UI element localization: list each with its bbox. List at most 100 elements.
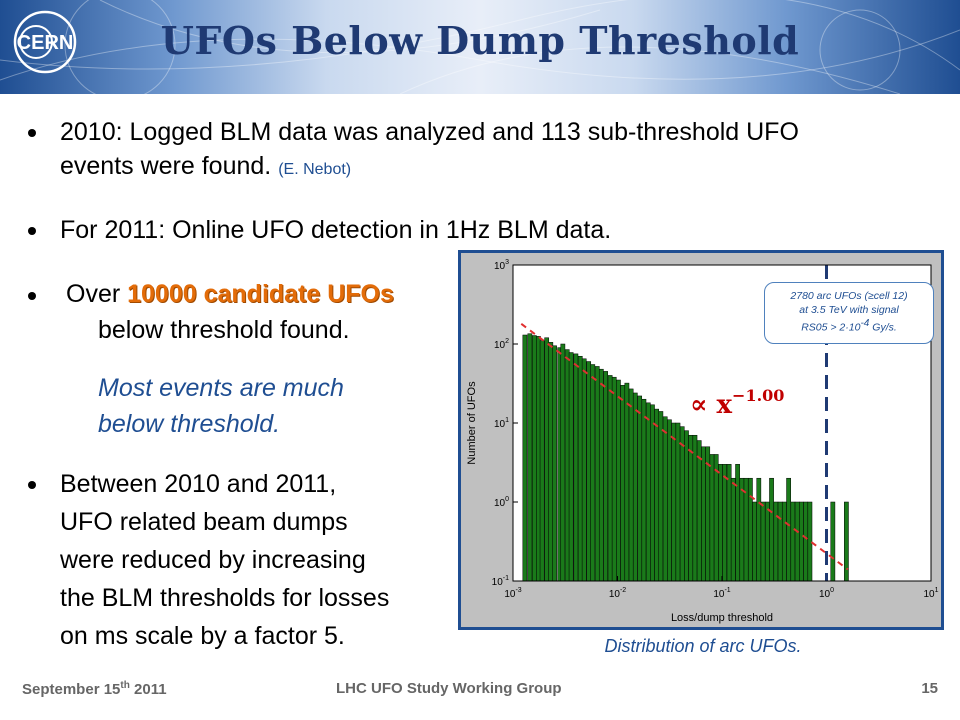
histogram-bar (722, 464, 727, 582)
histogram-bar (671, 422, 677, 582)
histogram-bar (752, 501, 757, 582)
histogram-bar (765, 501, 770, 582)
x-axis-label: Loss/dump threshold (671, 612, 773, 624)
histogram-bar (748, 477, 753, 582)
histogram-bar (777, 501, 783, 582)
chart-annotation-box: 2780 arc UFOs (≥cell 12) at 3.5 TeV with… (764, 282, 934, 344)
histogram-bar (531, 335, 537, 582)
footer-date-suffix: 2011 (129, 681, 167, 698)
histogram-bar (807, 501, 813, 582)
bullet-1-line-2: events were found. (E. Nebot) (60, 150, 351, 186)
annotation-line-3-prefix: RS05 > 2·10 (801, 321, 861, 334)
cern-logo-text: CERN (17, 32, 74, 54)
cern-logo: CERN (13, 10, 77, 74)
histogram-bar (675, 422, 681, 582)
y-axis-label: Number of UFOs (466, 381, 478, 465)
bullet-1-line-1: 2010: Logged BLM data was analyzed and 1… (60, 118, 799, 146)
histogram-bar (654, 408, 660, 582)
histogram-bar (743, 477, 749, 582)
footer-page-number: 15 (921, 680, 938, 697)
bullet-4-line-2: UFO related beam dumps (60, 508, 348, 536)
annotation-line-3-exp: -4 (860, 318, 870, 329)
bullet-dot (28, 481, 36, 489)
histogram-bar (611, 376, 617, 582)
y-tick-label: 103 (494, 259, 509, 272)
power-law-label: ∝ x−1.00 (690, 386, 784, 420)
histogram-bar (709, 454, 715, 582)
annotation-line-2: at 3.5 TeV with signal (799, 304, 899, 316)
bullet-dot (28, 227, 36, 235)
histogram-bar (641, 398, 647, 582)
page-title: UFOs Below Dump Threshold (160, 18, 800, 63)
histogram-bar (598, 368, 604, 582)
header-background-art (0, 0, 960, 94)
plot-border (512, 264, 932, 582)
bullet-3-line-2: below threshold found. (98, 316, 350, 344)
footer-date-prefix: September 15 (22, 681, 121, 698)
bullet-3-line-1: Over 10000 candidate UFOs (66, 278, 394, 310)
histogram-bar (782, 501, 787, 582)
histogram-bar (632, 392, 638, 582)
histogram-bar (756, 477, 762, 582)
x-tick-label: 10-3 (504, 587, 521, 600)
histogram-bar (735, 464, 740, 582)
histogram-bar (790, 501, 796, 582)
histogram-bar (544, 337, 550, 582)
bullet-dot (28, 129, 36, 137)
histogram-bar (624, 382, 630, 582)
footer-date: September 15th 2011 (22, 680, 167, 698)
chart-caption: Distribution of arc UFOs. (604, 636, 802, 656)
y-tick-label: 101 (494, 417, 509, 430)
histogram-bar (739, 477, 745, 582)
power-law-exponent: −1.00 (732, 386, 785, 405)
histogram-bar (679, 426, 685, 582)
histogram-bar (564, 349, 570, 582)
histogram-bar (620, 385, 625, 582)
histogram-bar (650, 404, 655, 582)
footer-date-sup: th (120, 680, 130, 691)
bullet-4-line-3: were reduced by increasing (60, 546, 366, 574)
x-tick-label: 10-2 (609, 587, 626, 600)
histogram-bar (581, 358, 587, 582)
bullet-1-text: events were found. (60, 152, 272, 180)
histogram-bar (662, 416, 668, 582)
histogram-bar (803, 501, 809, 582)
histogram-bar (594, 366, 600, 582)
bullet-1-reference: (E. Nebot) (278, 161, 352, 178)
histogram-bar (637, 395, 643, 582)
power-law-fit-line (520, 323, 849, 571)
histogram-bar (713, 454, 719, 582)
annotation-line-3-suffix: Gy/s. (869, 321, 897, 334)
x-tick-label: 101 (923, 587, 938, 600)
bullet-4-line-1: Between 2010 and 2011, (60, 470, 337, 498)
histogram-bar (539, 340, 545, 582)
histogram-bar (718, 464, 723, 582)
histogram-bar (688, 434, 694, 582)
annotation-line-1: 2780 arc UFOs (≥cell 12) (790, 290, 908, 302)
histogram-bar (658, 411, 664, 582)
histogram-bar (590, 364, 596, 582)
histogram-bar (730, 477, 736, 582)
bullet-dot (28, 292, 36, 300)
bullet-2: For 2011: Online UFO detection in 1Hz BL… (60, 216, 612, 244)
histogram-bar (696, 440, 702, 582)
histogram-bar (586, 361, 592, 582)
footer-group: LHC UFO Study Working Group (336, 680, 562, 697)
ufo-distribution-chart: 10-3 10-2 10-1 100 101 10-1 100 101 102 103 Loss/… (466, 259, 939, 624)
histogram-bar (786, 477, 791, 582)
histogram-bar (667, 419, 672, 582)
x-tick-label: 100 (819, 587, 834, 600)
histogram-bar (573, 353, 579, 582)
bullet-4-line-4: the BLM thresholds for losses (60, 584, 390, 612)
histogram-bar (726, 464, 732, 582)
bullet-4-line-5: on ms scale by a factor 5. (60, 622, 345, 650)
histogram-bar (616, 379, 621, 582)
histogram-bar (701, 446, 706, 582)
annotation-line-3: RS05 > 2·10-4 Gy/s. (765, 317, 933, 335)
histogram-bar (527, 333, 533, 582)
bullet-3-prefix: Over (66, 280, 128, 308)
histogram-bar (552, 345, 557, 582)
histogram-bar (830, 501, 836, 582)
histogram-bar (692, 434, 698, 582)
histogram-bar (607, 375, 613, 582)
